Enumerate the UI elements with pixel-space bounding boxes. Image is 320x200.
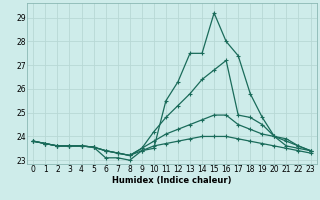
X-axis label: Humidex (Indice chaleur): Humidex (Indice chaleur) bbox=[112, 176, 232, 185]
